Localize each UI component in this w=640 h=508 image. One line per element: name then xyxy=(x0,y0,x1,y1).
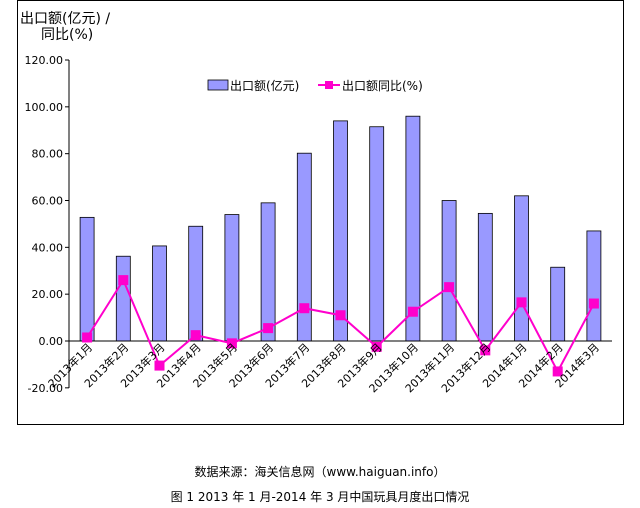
yoy-point xyxy=(335,310,346,321)
yoy-point xyxy=(226,338,237,349)
bar xyxy=(477,212,493,342)
source-note: 数据来源：海关信息网（www.haiguan.info） xyxy=(194,465,446,479)
y-tick-label: -20.00 xyxy=(28,382,63,395)
yoy-point xyxy=(371,341,382,352)
yoy-point xyxy=(588,298,599,309)
y-axis-ticks: 120.00 100.00 80.00 60.00 40.00 20.00 0.00 -20.… xyxy=(25,54,69,395)
yoy-point xyxy=(154,360,165,371)
yoy-point xyxy=(444,282,455,293)
yoy-point xyxy=(299,303,310,314)
legend-line-marker xyxy=(325,81,333,89)
yoy-point xyxy=(263,323,274,334)
yoy-point xyxy=(118,275,129,286)
yoy-point xyxy=(516,297,527,308)
yoy-point xyxy=(480,345,491,356)
y-tick-label: 40.00 xyxy=(32,241,64,254)
y-axis-label-line-1: 出口额(亿元) / xyxy=(20,11,111,27)
bar xyxy=(115,255,131,342)
bar xyxy=(333,120,348,342)
y-axis-label-line-2: 同比(%) xyxy=(41,27,94,43)
yoy-point xyxy=(552,366,563,377)
legend-bar-label: 出口额(亿元) xyxy=(230,78,299,93)
figure-caption: 图 1 2013 年 1 月-2014 年 3 月中国玩具月度出口情况 xyxy=(170,490,470,504)
bar xyxy=(79,216,95,342)
bar xyxy=(152,245,167,342)
bar xyxy=(224,214,240,342)
y-tick-label: 100.00 xyxy=(25,101,64,114)
yoy-point xyxy=(190,330,201,341)
legend-bar-swatch xyxy=(207,79,229,91)
yoy-point xyxy=(407,306,418,317)
bar xyxy=(260,202,276,342)
line-series xyxy=(82,275,599,377)
bar xyxy=(514,195,529,342)
y-tick-label: 0.00 xyxy=(39,335,64,348)
y-tick-label: 80.00 xyxy=(32,148,64,161)
bar xyxy=(188,225,204,342)
chart-plot: 120.00 100.00 80.00 60.00 40.00 20.00 0.00 -20.… xyxy=(25,54,612,395)
legend-line-label: 出口额同比(%) xyxy=(342,79,423,93)
y-tick-label: 60.00 xyxy=(32,195,64,208)
axes xyxy=(68,60,612,388)
bar-series xyxy=(79,115,602,342)
legend: 出口额(亿元) 出口额同比(%) xyxy=(207,78,423,93)
bar xyxy=(441,200,457,342)
x-axis-category-labels: 2013年1月2013年2月2013年3月2013年4月2013年5月2013年… xyxy=(45,340,602,395)
bar xyxy=(550,266,566,342)
y-tick-label: 20.00 xyxy=(32,288,64,301)
bar xyxy=(369,126,385,342)
bar xyxy=(586,230,602,342)
y-tick-label: 120.00 xyxy=(25,54,64,67)
yoy-point xyxy=(82,332,93,343)
